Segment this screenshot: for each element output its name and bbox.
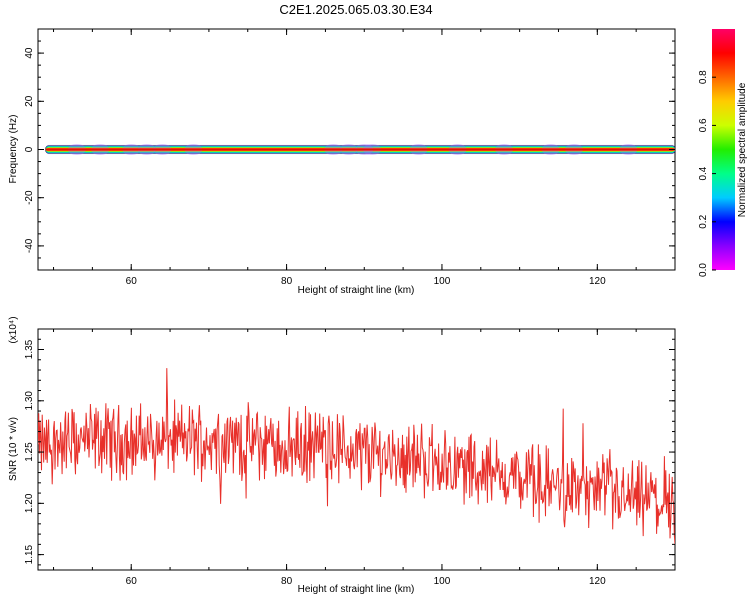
snr-x-tick-label: 120 [589,576,606,587]
colorbar-tick-label: 0.4 [698,166,709,180]
colorbar-tick-label: 0.2 [698,214,709,228]
snr-y-multiplier: (x10⁴) [8,316,19,343]
snr-y-ticks: 1.35 1.30 1.25 1.20 1.15 [24,328,675,566]
frequency-band [45,144,676,155]
snr-x-label: Height of straight line (km) [298,584,415,595]
colorbar-tick-label: 0.8 [698,70,709,84]
snr-x-ticks: 60 80 100 120 [53,329,676,587]
spectrogram-y-tick-label: 0 [24,146,35,152]
snr-y-tick-label: 1.25 [24,442,35,462]
spectrogram-y-label: Frequency (Hz) [8,115,19,184]
snr-x-tick-label: 60 [126,576,138,587]
spectrogram-x-tick-label: 100 [434,276,451,287]
colorbar-ticks: 0.0 0.2 0.4 0.6 0.8 [698,70,716,277]
colorbar-gradient [712,29,735,270]
spectrogram-y-tick-label: -20 [24,190,35,205]
spectrogram-y-tick-label: -40 [24,238,35,253]
colorbar-tick-label: 0.0 [698,263,709,277]
chart-title: C2E1.2025.065.03.30.E34 [279,2,433,17]
spectrogram-x-ticks: 60 80 100 120 [53,29,676,287]
snr-y-tick-label: 1.30 [24,391,35,411]
spectrogram-panel: 60 80 100 120 40 20 0 -20 -40 Height of straigh… [8,28,676,296]
snr-y-tick-label: 1.35 [24,339,35,359]
snr-x-tick-label: 100 [434,576,451,587]
snr-panel: 60 80 100 120 1.35 1.30 1.25 1.20 1.15 Height o… [8,316,676,595]
spectrogram-y-tick-label: 40 [24,47,35,59]
band-center [45,149,675,150]
colorbar-label: Normalized spectral amplitude [737,82,748,217]
spectrogram-x-tick-label: 120 [589,276,606,287]
colorbar: 0.0 0.2 0.4 0.6 0.8 Normalized spectral ampl… [698,29,748,277]
snr-y-tick-label: 1.15 [24,544,35,564]
spectrogram-y-tick-label: 20 [24,95,35,107]
snr-y-tick-label: 1.20 [24,493,35,513]
snr-x-tick-label: 80 [281,576,293,587]
colorbar-tick-label: 0.6 [698,118,709,132]
snr-y-label: SNR (10 * v/v) [8,417,19,481]
spectrogram-x-label: Height of straight line (km) [298,285,415,296]
spectrogram-x-tick-label: 80 [281,276,293,287]
spectrogram-x-tick-label: 60 [126,276,138,287]
snr-series-line [38,368,675,545]
spectrogram-y-ticks: 40 20 0 -20 -40 [24,28,675,271]
